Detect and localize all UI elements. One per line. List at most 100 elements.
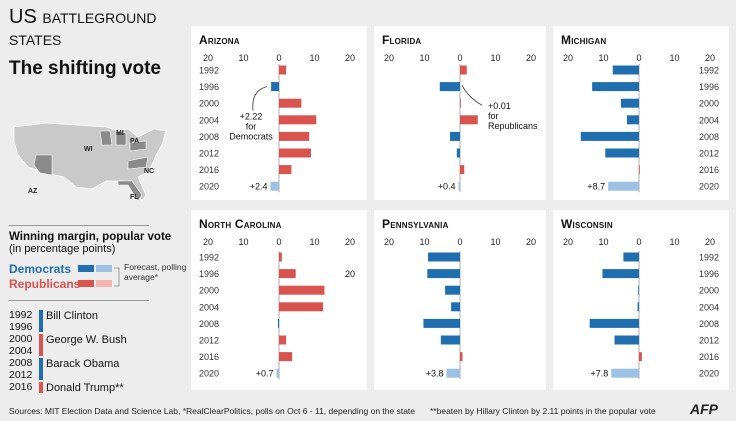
arizona-tick-label: 0 bbox=[276, 53, 281, 63]
wisconsin-forecast-label: +7.8 bbox=[591, 369, 609, 379]
florida-annotation-arrow bbox=[461, 85, 483, 106]
pres-year-2008: 2008 bbox=[9, 357, 33, 369]
pennsylvania-bar-2000 bbox=[445, 285, 460, 295]
pres-bar-clinton bbox=[39, 310, 43, 332]
pres-bar-bush bbox=[39, 334, 43, 356]
north-carolina-forecast-label: +0.7 bbox=[256, 369, 274, 379]
pres-name-trump: Donald Trump** bbox=[46, 382, 124, 394]
florida-bar-2020 bbox=[458, 181, 460, 191]
map-label-az: AZ bbox=[28, 188, 38, 195]
state-wi bbox=[99, 130, 113, 146]
pres-year-1992: 1992 bbox=[9, 309, 33, 321]
arizona-year-label: 2012 bbox=[199, 149, 219, 159]
michigan-tick-label: 0 bbox=[636, 53, 641, 63]
arizona-bar-1992 bbox=[279, 65, 287, 75]
arizona-bar-2012 bbox=[279, 148, 311, 158]
legend-subheading: (in percentage points) bbox=[9, 243, 116, 255]
state-az bbox=[33, 154, 53, 176]
north-carolina-year-label: 1996 bbox=[199, 269, 219, 279]
arizona-year-label: 1992 bbox=[199, 66, 219, 76]
wisconsin-year-label: 2020 bbox=[699, 369, 719, 379]
north-carolina-bar-2008 bbox=[277, 318, 279, 328]
state-fl bbox=[117, 180, 143, 202]
arizona-tick-label: 10 bbox=[238, 53, 248, 63]
arizona-annotation-text: Democrats bbox=[229, 132, 273, 142]
florida-tick-label: 10 bbox=[419, 53, 429, 63]
legend-bracket bbox=[114, 267, 120, 287]
pennsylvania-bar-2016 bbox=[460, 352, 463, 362]
florida-bar-2012 bbox=[456, 148, 460, 158]
chart-michigan: 20 10 0 10 20 1992 1996 2000 2004 2008 2012 2016 202… bbox=[563, 53, 719, 193]
panel-florida: Florida 20 10 0 10 20 +0.4 +0.01 for Republicans bbox=[374, 26, 546, 200]
title-prefix: US bbox=[9, 6, 37, 28]
pres-year-2016: 2016 bbox=[9, 381, 33, 393]
legend-swatch-dem-forecast bbox=[96, 265, 112, 272]
legend-heading: Winning margin, popular vote bbox=[9, 231, 172, 243]
michigan-bar-1996 bbox=[592, 82, 639, 92]
wisconsin-bar-2004 bbox=[637, 302, 639, 312]
michigan-year-label: 2020 bbox=[699, 182, 719, 192]
pres-name-clinton: Bill Clinton bbox=[46, 310, 98, 322]
panel-arizona: Arizona 20 10 0 10 20 1992 1996 2000 2004 2008 201… bbox=[191, 26, 367, 200]
florida-tick-label: 20 bbox=[384, 53, 394, 63]
north-carolina-year-label: 2008 bbox=[199, 319, 219, 329]
wisconsin-year-label: 2008 bbox=[699, 319, 719, 329]
pennsylvania-forecast-label: +3.8 bbox=[426, 369, 444, 379]
title-battleground: battleground bbox=[42, 6, 157, 28]
florida-forecast-label: +0.4 bbox=[438, 182, 456, 192]
north-carolina-annotation-text: 20 bbox=[345, 269, 355, 279]
north-carolina-year-label: 1992 bbox=[199, 253, 219, 263]
panel-title-pennsylvania: Pennsylvania bbox=[382, 217, 449, 231]
afp-logo: AFP bbox=[690, 401, 718, 417]
legend-republicans: Republicans bbox=[9, 277, 81, 291]
arizona-annotation-text: for bbox=[246, 122, 257, 132]
map-label-fl: FL bbox=[130, 194, 139, 201]
panel-title-michigan: Michigan bbox=[561, 33, 607, 47]
arizona-tick-label: 20 bbox=[203, 53, 213, 63]
pres-year-2004: 2004 bbox=[9, 345, 33, 357]
michigan-bar-2004 bbox=[626, 115, 639, 125]
map-label-nc: NC bbox=[144, 168, 154, 175]
michigan-bar-2012 bbox=[605, 148, 639, 158]
florida-bar-2000 bbox=[460, 98, 461, 108]
wisconsin-year-label: 1992 bbox=[699, 253, 719, 263]
panel-michigan: Michigan 20 10 0 10 20 1992 1996 2000 2004 2008 20… bbox=[553, 26, 729, 200]
pennsylvania-tick-label: 0 bbox=[457, 237, 462, 247]
wisconsin-year-label: 2000 bbox=[699, 286, 719, 296]
michigan-forecast-label: +8.7 bbox=[587, 182, 605, 192]
north-carolina-year-label: 2004 bbox=[199, 302, 219, 312]
north-carolina-tick-label: 20 bbox=[345, 237, 355, 247]
wisconsin-bar-1996 bbox=[602, 269, 639, 279]
arizona-year-label: 1996 bbox=[199, 82, 219, 92]
arizona-year-label: 2016 bbox=[199, 165, 219, 175]
michigan-bar-2000 bbox=[620, 98, 639, 108]
arizona-tick-label: 20 bbox=[345, 53, 355, 63]
legend-democrats: Democrats bbox=[9, 262, 72, 276]
state-pa bbox=[129, 140, 147, 152]
subtitle: The shifting vote bbox=[9, 58, 161, 79]
michigan-year-label: 2016 bbox=[699, 165, 719, 175]
arizona-bar-2000 bbox=[279, 98, 302, 108]
wisconsin-bar-1992 bbox=[623, 252, 639, 262]
michigan-bar-1992 bbox=[612, 65, 639, 75]
arizona-bar-2008 bbox=[279, 131, 310, 141]
north-carolina-year-label: 2012 bbox=[199, 336, 219, 346]
michigan-tick-label: 20 bbox=[563, 53, 573, 63]
north-carolina-bar-1992 bbox=[279, 252, 282, 262]
pennsylvania-bar-1992 bbox=[428, 252, 460, 262]
footer-sources: Sources: MIT Election Data and Science L… bbox=[9, 406, 416, 416]
pennsylvania-bar-2020 bbox=[446, 368, 460, 378]
panel-north-carolina: North Carolina 20 10 0 10 20 1992 1996 2000 2004… bbox=[191, 210, 367, 390]
arizona-year-label: 2000 bbox=[199, 99, 219, 109]
wisconsin-year-label: 2004 bbox=[699, 302, 719, 312]
wisconsin-bar-2020 bbox=[611, 368, 639, 378]
panel-title-wisconsin: Wisconsin bbox=[561, 217, 613, 231]
map-label-pa: PA bbox=[130, 138, 139, 145]
panel-title-north-carolina: North Carolina bbox=[199, 217, 282, 231]
panel-title-florida: Florida bbox=[382, 33, 422, 47]
arizona-year-label: 2004 bbox=[199, 115, 219, 125]
north-carolina-bar-1996 bbox=[279, 269, 296, 279]
chart-wisconsin: 20 10 0 10 20 1992 1996 2000 2004 2008 2012 2016 202… bbox=[563, 237, 719, 380]
michigan-tick-label: 10 bbox=[669, 53, 679, 63]
